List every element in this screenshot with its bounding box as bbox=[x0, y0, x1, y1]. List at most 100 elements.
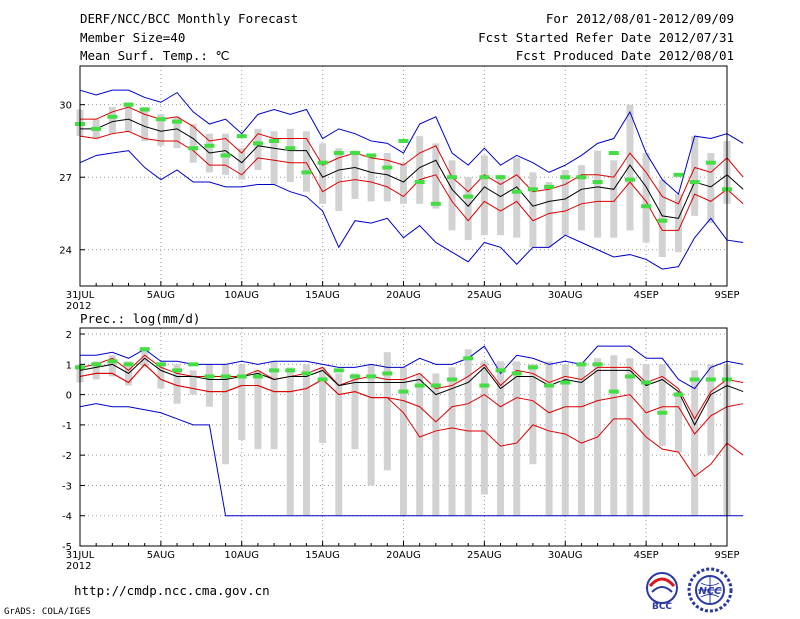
prec-panel: 31JUL 5AUG 10AUG 15AUG 20AUG 25AUG 30AUG 4SEP 9S… bbox=[62, 327, 744, 572]
prec-x-tick-label: 5AUG bbox=[147, 550, 175, 561]
prec-member-mark bbox=[366, 374, 377, 379]
prec-y-tick-label: -3 bbox=[62, 481, 72, 492]
prec-member-mark bbox=[705, 377, 716, 382]
temp-spread-box bbox=[351, 150, 359, 199]
temp-spread-box bbox=[674, 194, 682, 253]
refer-date: Fcst Started Refer Date 2012/07/31 bbox=[478, 30, 734, 45]
prec-member-mark bbox=[172, 368, 183, 373]
temp-member-mark bbox=[123, 102, 134, 107]
temp-member-mark bbox=[705, 160, 716, 165]
prec-spread-box bbox=[286, 367, 294, 516]
ncc-logo-ring bbox=[687, 567, 733, 613]
member-size-label: Member Size=40 bbox=[80, 30, 186, 45]
temp-spread-box bbox=[125, 102, 133, 132]
source-url[interactable]: http://cmdp.ncc.cma.gov.cn bbox=[74, 583, 270, 598]
temp-spread-box bbox=[108, 107, 116, 134]
temp-spread-box bbox=[561, 169, 569, 236]
prec-spread-box bbox=[238, 364, 246, 441]
temp-member-mark bbox=[366, 153, 377, 158]
temp-member-mark bbox=[172, 119, 183, 124]
temp-member-mark bbox=[333, 151, 344, 156]
prec-member-mark bbox=[544, 383, 555, 388]
prec-y-tick-label: -4 bbox=[62, 512, 72, 523]
prec-member-mark bbox=[317, 377, 328, 382]
prec-spread-box bbox=[529, 364, 537, 465]
prec-spread-box bbox=[497, 361, 505, 516]
prec-x-year-label: 2012 bbox=[66, 561, 91, 572]
temp-spread-box bbox=[448, 160, 456, 231]
prec-member-mark bbox=[624, 374, 635, 379]
temp-member-mark bbox=[560, 175, 571, 180]
temp-max-line bbox=[79, 89, 744, 196]
bcc-logo-wave bbox=[651, 586, 673, 593]
temp-member-mark bbox=[576, 175, 587, 180]
temp-x-tick-label: 10AUG bbox=[224, 290, 259, 301]
prec-spread-box bbox=[173, 364, 181, 404]
prec-spread-box bbox=[319, 367, 327, 444]
temp-spread-box bbox=[141, 107, 149, 141]
temp-member-mark bbox=[414, 180, 425, 185]
temp-member-mark bbox=[204, 143, 215, 148]
temp-member-mark bbox=[673, 172, 684, 177]
prec-y-tick-label: 1 bbox=[66, 360, 72, 371]
prec-spread-box bbox=[205, 364, 213, 407]
temp-member-mark bbox=[301, 170, 312, 175]
prec-spread-box bbox=[513, 361, 521, 516]
prec-member-mark bbox=[641, 380, 652, 385]
prec-member-mark bbox=[430, 383, 441, 388]
prec-member-mark bbox=[657, 410, 668, 415]
prec-spread-box bbox=[416, 373, 424, 516]
temp-x-tick-label: 31JUL bbox=[66, 290, 95, 301]
temp-min-line bbox=[79, 150, 744, 270]
prec-member-mark bbox=[188, 362, 199, 367]
temp-spread-box bbox=[432, 143, 440, 209]
temp-member-mark bbox=[220, 153, 231, 158]
prec-y-tick-label: 0 bbox=[66, 391, 72, 402]
prec-mean-line bbox=[79, 357, 744, 426]
prec-spread-box bbox=[270, 361, 278, 450]
prec-member-mark bbox=[155, 362, 166, 367]
temp-panel: 31JUL 5AUG 10AUG 15AUG 20AUG 25AUG 30AUG 4SEP 9S… bbox=[59, 65, 744, 312]
prec-member-mark bbox=[689, 377, 700, 382]
produced-date: Fcst Produced Date 2012/08/01 bbox=[515, 48, 734, 63]
prec-spread-box bbox=[707, 364, 715, 456]
prec-member-mark bbox=[107, 359, 118, 364]
temp-spread-box bbox=[594, 150, 602, 238]
temp-x-tick-label: 5AUG bbox=[147, 290, 175, 301]
temp-x-tick-label: 15AUG bbox=[305, 290, 340, 301]
temp-spread_upper-line bbox=[80, 106, 744, 205]
bcc-logo-text: BCC bbox=[652, 602, 672, 612]
ncc-logo-text: NCC bbox=[698, 586, 722, 597]
temp-spread-box bbox=[658, 179, 666, 257]
temp-member-mark bbox=[544, 184, 555, 189]
prec-member-mark bbox=[333, 368, 344, 373]
prec-x-tick-label: 4SEP bbox=[634, 550, 659, 561]
prec-y-tick-label: -1 bbox=[62, 421, 72, 432]
prec-x-tick-label: 31JUL bbox=[66, 550, 95, 561]
prec-spread-box bbox=[302, 364, 310, 516]
temp-member-mark bbox=[657, 218, 668, 223]
temp-spread-box bbox=[270, 131, 278, 185]
prec-member-mark bbox=[139, 347, 150, 352]
temp-spread-box bbox=[529, 172, 537, 248]
chart-title: DERF/NCC/BCC Monthly Forecast bbox=[80, 11, 299, 26]
temp-x-tick-label: 30AUG bbox=[548, 290, 583, 301]
prec-x-tick-label: 15AUG bbox=[305, 550, 340, 561]
prec-x-tick-label: 10AUG bbox=[224, 550, 259, 561]
prec-spread-box bbox=[658, 364, 666, 447]
prec-spread-box bbox=[108, 355, 116, 377]
temp-member-mark bbox=[269, 138, 280, 143]
prec-y-tick-label: -5 bbox=[62, 542, 72, 553]
prec-member-mark bbox=[269, 368, 280, 373]
prec-spread-box bbox=[626, 358, 634, 516]
prec-member-mark bbox=[576, 362, 587, 367]
bcc-logo-swirl bbox=[648, 577, 676, 588]
temp-spread-box bbox=[610, 160, 618, 238]
temp-member-mark bbox=[317, 160, 328, 165]
prec-x-tick-label: 25AUG bbox=[467, 550, 502, 561]
prec-spread-box bbox=[610, 355, 618, 516]
temp-member-mark bbox=[689, 180, 700, 185]
prec-spread-box bbox=[351, 373, 359, 450]
prec-min-line bbox=[79, 403, 744, 517]
